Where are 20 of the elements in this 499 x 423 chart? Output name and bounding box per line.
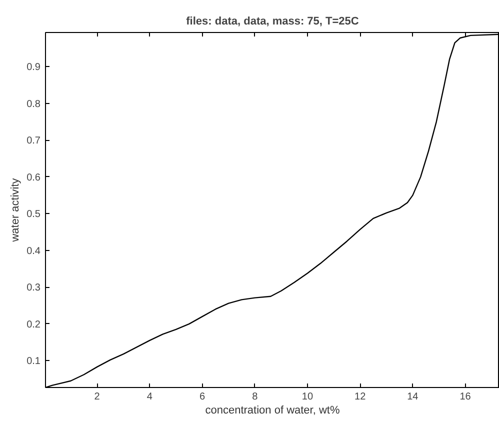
x-tick-label: 8 [252,392,258,402]
y-tick-label: 0.9 [26,62,41,74]
y-tick-label: 0.3 [26,282,41,294]
y-tick-label: 0.1 [26,356,41,368]
y-tick-label: 0.6 [26,172,41,184]
x-tick-label: 6 [199,392,206,402]
y-axis-title: water activity [10,178,22,243]
y-tick-label: 0.7 [26,136,41,147]
x-tick-label: 16 [460,392,472,402]
y-tick-label: 0.4 [26,246,41,257]
x-tick-label: 4 [146,392,153,402]
y-tick-label: 0.5 [26,209,41,220]
y-tick-label: 0.2 [26,319,41,330]
x-tick-label: 14 [407,392,419,402]
x-tick-label: 10 [302,392,314,402]
x-tick-label: 12 [354,392,366,402]
y-tick-label: 0.8 [26,98,41,110]
x-tick-label: 2 [94,392,100,402]
chart-title: files: data, data, mass: 75, T=25C [186,16,359,28]
x-axis-title: concentration of water, wt% [205,404,340,416]
